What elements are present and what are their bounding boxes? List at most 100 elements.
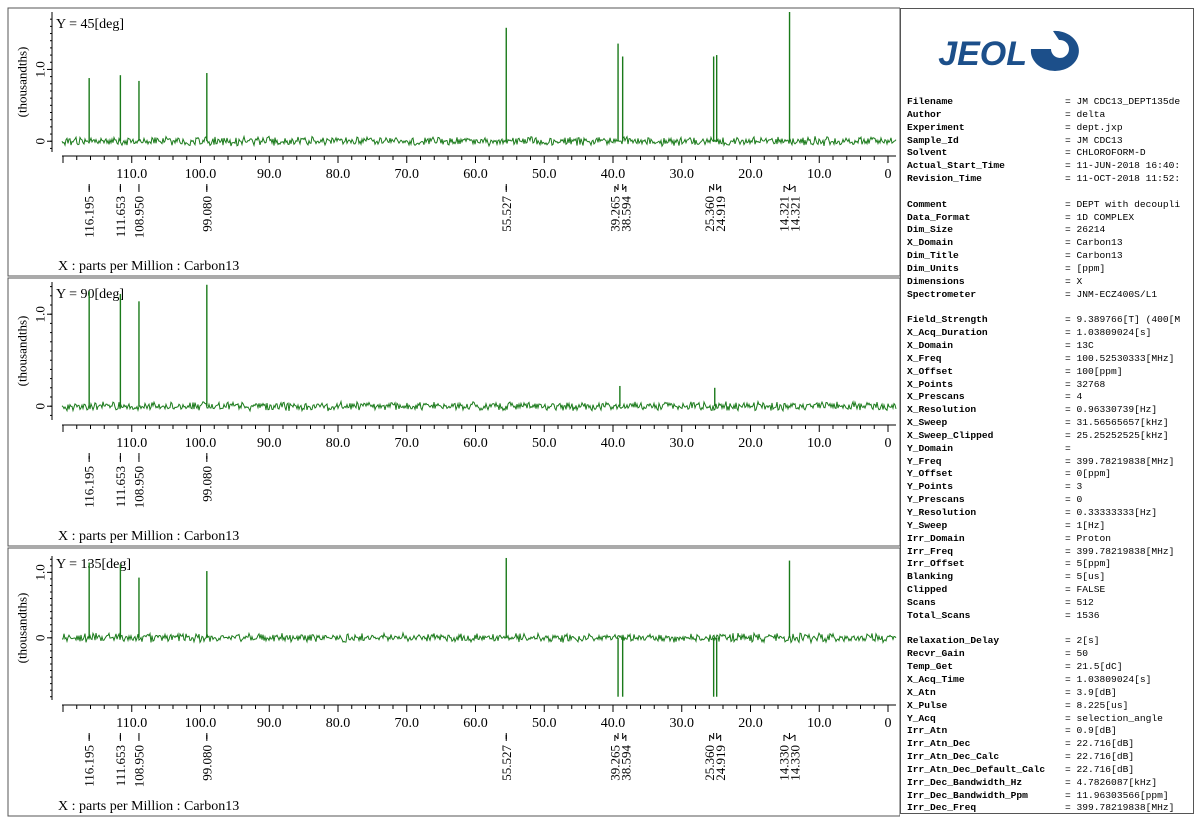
peak-label: 99.080 xyxy=(199,466,214,502)
panel-frame xyxy=(7,7,900,277)
parameters-panel: JEOL xyxy=(900,8,1194,814)
x-tick-label: 0 xyxy=(885,436,892,451)
panel-title: Y = 45[deg] xyxy=(56,17,124,32)
parameter-value: = dept.jxp xyxy=(1065,121,1123,133)
parameter-key: X_Offset xyxy=(907,365,954,377)
parameter-row: Clipped = FALSE xyxy=(907,584,1180,597)
parameter-value: = 5[ppm] xyxy=(1065,558,1112,570)
parameter-row xyxy=(907,623,1180,636)
parameter-value: = 1[Hz] xyxy=(1065,519,1106,531)
y-axis-label: (thousandths) xyxy=(15,593,30,664)
y-axis-label: (thousandths) xyxy=(15,47,30,118)
parameter-value: = 399.78219838[MHz] xyxy=(1065,802,1175,814)
parameter-key: X_Points xyxy=(907,378,954,390)
parameter-row: Author = delta xyxy=(907,109,1180,122)
parameter-key: Irr_Dec_Bandwidth_Ppm xyxy=(907,789,1028,801)
parameter-key: Clipped xyxy=(907,584,948,596)
parameter-key: Sample_Id xyxy=(907,134,959,146)
y-tick-label: 1.0 xyxy=(33,61,48,77)
spectrum-panel: 0 1.0(thousandths) Y = 90[deg] 110.0 100.0 90… xyxy=(7,277,900,547)
parameter-value: = [ppm] xyxy=(1065,262,1106,274)
y-tick-label: 1.0 xyxy=(33,564,48,580)
parameter-value: = 9.389766[T] (400[M xyxy=(1065,314,1181,326)
panel-frame xyxy=(7,547,900,817)
parameter-key: Irr_Atn xyxy=(907,725,948,737)
parameter-row: X_Sweep_Clipped = 25.25252525[kHz] xyxy=(907,430,1180,443)
x-tick-label: 90.0 xyxy=(257,436,282,451)
peak-label-leader xyxy=(789,734,796,740)
parameter-value: = 11-OCT-2018 11:52: xyxy=(1065,173,1181,185)
x-tick-label: 50.0 xyxy=(532,167,557,182)
parameter-key: X_Atn xyxy=(907,686,936,698)
panel-frame xyxy=(7,277,900,547)
peak-label: 116.195 xyxy=(82,196,97,238)
x-tick-label: 100.0 xyxy=(185,436,217,451)
parameter-row: Irr_Atn_Dec = 22.716[dB] xyxy=(907,738,1180,751)
parameter-row: Filename = JM CDC13_DEPT135de xyxy=(907,96,1180,109)
parameter-row: X_Domain = Carbon13 xyxy=(907,237,1180,250)
x-tick-label: 70.0 xyxy=(395,436,420,451)
jeol-logo: JEOL xyxy=(938,30,1079,73)
spectrum-baseline xyxy=(61,631,897,645)
x-tick-label: 60.0 xyxy=(463,716,488,731)
peak-label: 108.950 xyxy=(131,196,146,238)
parameter-key: Y_Prescans xyxy=(907,494,965,506)
x-tick-label: 70.0 xyxy=(395,716,420,731)
parameter-key: X_Domain xyxy=(907,237,954,249)
parameter-key: Blanking xyxy=(907,571,954,583)
x-tick-label: 10.0 xyxy=(807,167,832,182)
peak-label: 108.950 xyxy=(131,745,146,787)
parameter-key: Filename xyxy=(907,96,954,107)
x-tick-label: 110.0 xyxy=(116,716,147,731)
peak-label: 24.919 xyxy=(713,196,728,232)
parameter-row: Y_Offset = 0[ppm] xyxy=(907,468,1180,481)
parameter-key: Revision_Time xyxy=(907,173,982,185)
x-tick-label: 60.0 xyxy=(463,167,488,182)
parameter-row: X_Atn = 3.9[dB] xyxy=(907,687,1180,700)
x-tick-label: 80.0 xyxy=(326,716,351,731)
parameter-value: = 22.716[dB] xyxy=(1065,763,1135,775)
parameter-value: = 3.9[dB] xyxy=(1065,686,1117,698)
parameter-value: = Carbon13 xyxy=(1065,237,1123,249)
parameter-value: = 1D COMPLEX xyxy=(1065,211,1135,223)
parameter-row: Dim_Size = 26214 xyxy=(907,224,1180,237)
parameter-row: X_Domain = 13C xyxy=(907,340,1180,353)
parameter-value: = 1.03809024[s] xyxy=(1065,327,1152,339)
parameter-row xyxy=(907,186,1180,199)
parameter-value: = 100[ppm] xyxy=(1065,365,1123,377)
parameter-key: Y_Acq xyxy=(907,712,936,724)
parameter-key: Dim_Title xyxy=(907,250,959,262)
parameter-row: Recvr_Gain = 50 xyxy=(907,648,1180,661)
parameter-key: Experiment xyxy=(907,121,965,133)
parameter-key: Irr_Domain xyxy=(907,532,965,544)
x-tick-label: 0 xyxy=(885,167,892,182)
x-tick-label: 50.0 xyxy=(532,716,557,731)
parameter-value: = 11.96303566[ppm] xyxy=(1065,789,1169,801)
parameter-row: X_Resolution = 0.96330739[Hz] xyxy=(907,404,1180,417)
parameter-key: Relaxation_Delay xyxy=(907,635,1000,647)
parameter-key: Irr_Atn_Dec xyxy=(907,738,971,750)
parameter-key: Data_Format xyxy=(907,211,971,223)
parameter-row: X_Pulse = 8.225[us] xyxy=(907,700,1180,713)
parameter-key: Irr_Atn_Dec_Default_Calc xyxy=(907,763,1046,775)
x-tick-label: 10.0 xyxy=(807,716,832,731)
peak-label: 14.330 xyxy=(787,745,802,781)
x-tick-label: 20.0 xyxy=(738,716,763,731)
parameter-row: Relaxation_Delay = 2[s] xyxy=(907,635,1180,648)
parameter-row: Sample_Id = JM CDC13 xyxy=(907,135,1180,148)
parameter-key: Irr_Freq xyxy=(907,545,954,557)
parameter-row: Irr_Offset = 5[ppm] xyxy=(907,558,1180,571)
spectrum-baseline xyxy=(61,399,897,413)
parameter-key: Total_Scans xyxy=(907,609,971,621)
parameter-row: Experiment = dept.jxp xyxy=(907,122,1180,135)
x-tick-label: 40.0 xyxy=(601,716,626,731)
parameter-value: = 100.52530333[MHz] xyxy=(1065,352,1175,364)
peak-label: 116.195 xyxy=(82,745,97,787)
parameter-value: = JM CDC13 xyxy=(1065,134,1123,146)
parameter-row: X_Prescans = 4 xyxy=(907,391,1180,404)
x-tick-label: 0 xyxy=(885,716,892,731)
parameter-row: Total_Scans = 1536 xyxy=(907,610,1180,623)
parameter-value: = X xyxy=(1065,275,1083,287)
peak-label-leader xyxy=(614,185,619,191)
peak-label-leader xyxy=(783,185,790,191)
